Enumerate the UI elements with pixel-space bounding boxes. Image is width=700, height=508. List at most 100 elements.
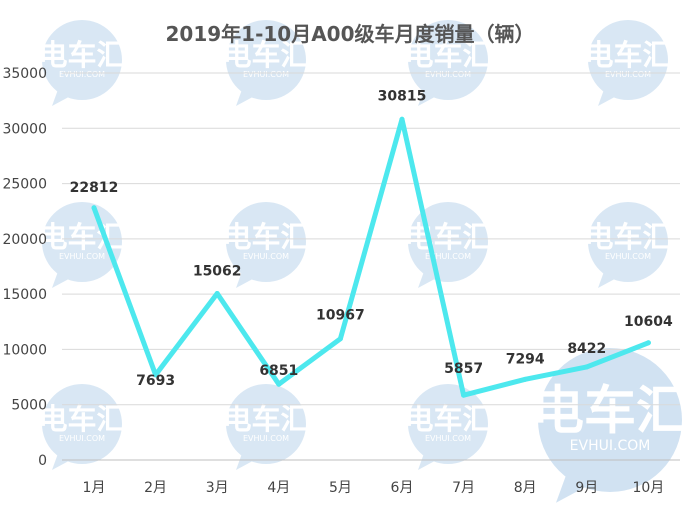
watermark-text: 电车汇 bbox=[404, 220, 491, 254]
watermark-subtext: EVHUI.COM bbox=[425, 252, 471, 261]
watermark-bubble-tail bbox=[236, 448, 262, 470]
chart-title: 2019年1-10月A00级车月度销量（辆） bbox=[165, 22, 534, 46]
watermark-text: 电车汇 bbox=[584, 38, 671, 72]
data-label: 5857 bbox=[444, 361, 483, 377]
watermark-bubble-tail bbox=[598, 84, 624, 106]
watermark-subtext: EVHUI.COM bbox=[605, 70, 651, 79]
watermark-layer: 电车汇EVHUI.COM电车汇EVHUI.COM电车汇EVHUI.COM电车汇E… bbox=[38, 20, 688, 503]
watermark-text: 电车汇 bbox=[222, 402, 309, 436]
watermark-subtext: EVHUI.COM bbox=[425, 70, 471, 79]
watermark-bubble bbox=[42, 202, 122, 282]
data-label: 15062 bbox=[193, 263, 242, 279]
watermark-text: 电车汇 bbox=[38, 220, 125, 254]
watermark-text: 电车汇 bbox=[222, 220, 309, 254]
watermark-text: 电车汇 bbox=[222, 38, 309, 72]
data-point bbox=[522, 376, 528, 382]
watermark-bubble-tail bbox=[236, 266, 262, 288]
x-tick-label: 5月 bbox=[329, 480, 352, 496]
data-label: 7693 bbox=[136, 373, 175, 389]
data-label: 22812 bbox=[70, 180, 119, 196]
watermark-subtext: EVHUI.COM bbox=[243, 434, 289, 443]
watermark-bubble-tail bbox=[556, 463, 603, 503]
data-label: 10967 bbox=[316, 308, 365, 324]
data-point bbox=[153, 372, 159, 378]
y-tick-label: 0 bbox=[38, 453, 47, 469]
watermark-bubble bbox=[226, 202, 306, 282]
watermark-bubble bbox=[42, 20, 122, 100]
x-tick-label: 10月 bbox=[632, 480, 664, 496]
data-point bbox=[276, 381, 282, 387]
y-axis: 0 5000 10000 15000 20000 25000 30000 35000 bbox=[2, 66, 47, 469]
data-label: 8422 bbox=[567, 341, 606, 357]
watermark-subtext: EVHUI.COM bbox=[59, 252, 105, 261]
data-label: 10604 bbox=[624, 314, 673, 330]
watermark-bubble-tail bbox=[418, 84, 444, 106]
x-tick-label: 9月 bbox=[575, 480, 598, 496]
y-tick-label: 35000 bbox=[2, 66, 47, 82]
data-point bbox=[337, 336, 343, 342]
data-point bbox=[645, 340, 651, 346]
watermark-text: 电车汇 bbox=[404, 402, 491, 436]
y-tick-label: 10000 bbox=[2, 342, 47, 358]
x-tick-label: 6月 bbox=[391, 480, 414, 496]
y-tick-label: 25000 bbox=[2, 177, 47, 193]
watermark-subtext: EVHUI.COM bbox=[605, 252, 651, 261]
watermark-subtext: EVHUI.COM bbox=[59, 434, 105, 443]
watermark-bubble bbox=[408, 202, 488, 282]
watermark-text: 电车汇 bbox=[584, 220, 671, 254]
watermark-bubble-tail bbox=[236, 84, 262, 106]
watermark-bubble bbox=[588, 202, 668, 282]
watermark-bubble bbox=[538, 348, 682, 492]
x-axis: 1月 2月 3月 4月 5月 6月 7月 8月 9月 10月 bbox=[83, 480, 665, 496]
data-point bbox=[399, 116, 405, 122]
watermark-bubble bbox=[42, 384, 122, 464]
watermark-bubble bbox=[226, 20, 306, 100]
y-tick-label: 15000 bbox=[2, 287, 47, 303]
watermark-subtext: EVHUI.COM bbox=[570, 438, 651, 454]
x-tick-label: 3月 bbox=[206, 480, 229, 496]
x-tick-label: 2月 bbox=[144, 480, 167, 496]
data-point bbox=[91, 205, 97, 211]
x-tick-label: 1月 bbox=[83, 480, 106, 496]
watermark-bubble-tail bbox=[418, 448, 444, 470]
data-label: 7294 bbox=[506, 351, 545, 367]
watermark-bubble-tail bbox=[52, 448, 78, 470]
y-tick-label: 5000 bbox=[11, 398, 47, 414]
watermark-subtext: EVHUI.COM bbox=[425, 434, 471, 443]
data-label: 30815 bbox=[378, 88, 427, 104]
y-tick-label: 20000 bbox=[2, 232, 47, 248]
data-point bbox=[584, 364, 590, 370]
series-line bbox=[91, 116, 651, 398]
data-label: 6851 bbox=[259, 363, 298, 379]
watermark-bubble bbox=[588, 20, 668, 100]
watermark-text: 电车汇 bbox=[404, 38, 491, 72]
watermark-bubble-tail bbox=[598, 266, 624, 288]
watermark-subtext: EVHUI.COM bbox=[243, 252, 289, 261]
watermark-bubble bbox=[226, 384, 306, 464]
data-point bbox=[214, 290, 220, 296]
series-layer bbox=[91, 116, 651, 398]
data-labels: 22812 7693 15062 6851 10967 30815 5857 7294 8422… bbox=[70, 88, 673, 389]
watermark-bubble-tail bbox=[52, 266, 78, 288]
data-point bbox=[461, 392, 467, 398]
watermark-text: 电车汇 bbox=[38, 38, 125, 72]
watermark-subtext: EVHUI.COM bbox=[59, 70, 105, 79]
watermark-text: 电车汇 bbox=[532, 382, 688, 442]
watermark-bubble bbox=[408, 384, 488, 464]
watermark-text: 电车汇 bbox=[38, 402, 125, 436]
watermark-bubble-tail bbox=[52, 84, 78, 106]
watermark-subtext: EVHUI.COM bbox=[243, 70, 289, 79]
